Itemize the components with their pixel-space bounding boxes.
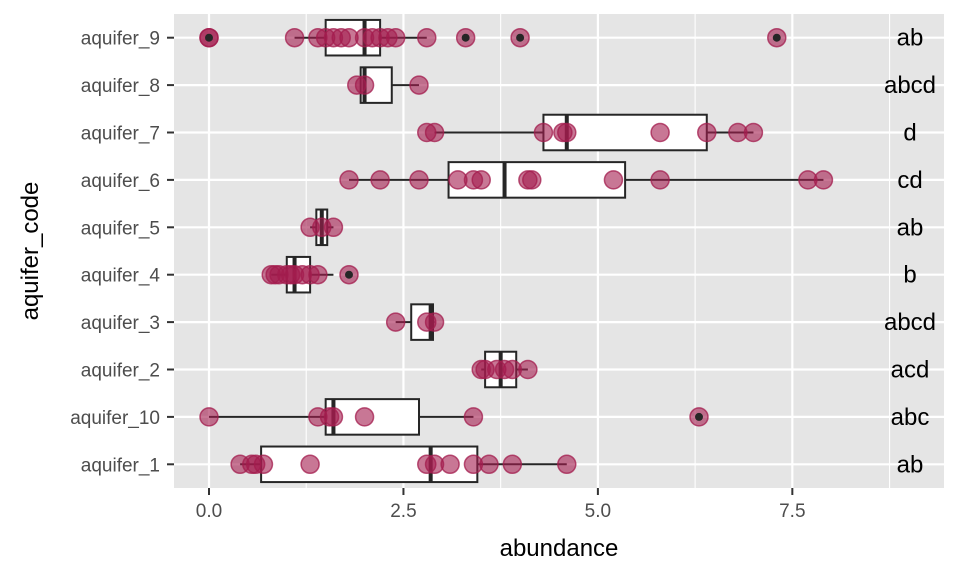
data-point [354,407,375,427]
significance-letter: d [903,120,916,147]
significance-letter: ab [897,451,924,478]
significance-letter: b [903,262,916,289]
data-point [650,122,670,143]
x-axis: 0.0 2.5 5.0 7.5 [196,488,806,522]
data-point [471,170,491,190]
data-point [479,454,499,475]
y-tick-label: aquifer_3 [81,313,160,334]
y-tick-label: aquifer_6 [81,171,160,192]
data-point [557,122,577,143]
data-point [697,122,717,143]
data-point [440,454,460,475]
data-point [409,75,429,95]
data-point [253,454,274,475]
data-point [522,170,542,190]
data-point [424,122,445,143]
data-point [743,122,764,143]
data-point [284,27,305,48]
data-point [385,312,406,332]
data-point [323,407,344,427]
point-layer [199,27,834,475]
y-axis: aquifer_1 aquifer_10 aquifer_2 aquifer_3 aqu… [70,29,174,476]
y-tick-label: aquifer_10 [70,408,160,429]
data-point [354,75,375,95]
significance-letter: ab [897,214,924,241]
data-point [603,170,624,190]
significance-letter: abc [891,404,930,431]
outlier-point [461,33,470,42]
y-tick-label: aquifer_5 [81,218,160,239]
outlier-point [205,33,213,42]
outlier-point [345,270,353,279]
significance-letter: acd [891,357,930,384]
significance-letter: abcd [884,309,936,336]
data-point [533,122,554,143]
y-tick-label: aquifer_1 [81,455,160,476]
x-tick-label: 5.0 [585,501,611,522]
x-tick-label: 2.5 [390,501,416,522]
y-tick-label: aquifer_2 [81,361,160,382]
data-point [417,27,437,48]
data-point [385,27,406,48]
outlier-point [695,412,703,421]
outlier-point [772,33,781,42]
data-point [813,170,834,190]
box-layer [209,18,824,484]
data-point [502,454,523,475]
y-axis-title: aquifer_code [17,182,44,321]
y-tick-label: aquifer_9 [81,29,160,50]
data-point [308,264,328,285]
x-tick-label: 7.5 [779,501,805,522]
data-point [557,454,577,475]
data-point [650,170,670,190]
significance-letter: ab [897,25,924,52]
outlier-point [516,33,525,42]
data-point [300,454,320,475]
y-tick-label: aquifer_8 [81,76,160,97]
data-point [199,407,219,427]
significance-letter: cd [897,167,922,194]
x-axis-title: abundance [500,535,619,562]
data-point [323,217,344,238]
data-point [339,170,359,190]
plot-panel [174,14,944,488]
y-tick-label: aquifer_4 [81,266,161,287]
data-point [518,359,538,380]
y-tick-label: aquifer_7 [81,124,160,145]
data-point [409,170,429,190]
x-tick-label: 0.0 [196,501,222,522]
data-point [424,312,445,332]
data-point [463,407,484,427]
significance-letter: abcd [884,72,936,99]
data-point [370,170,390,190]
